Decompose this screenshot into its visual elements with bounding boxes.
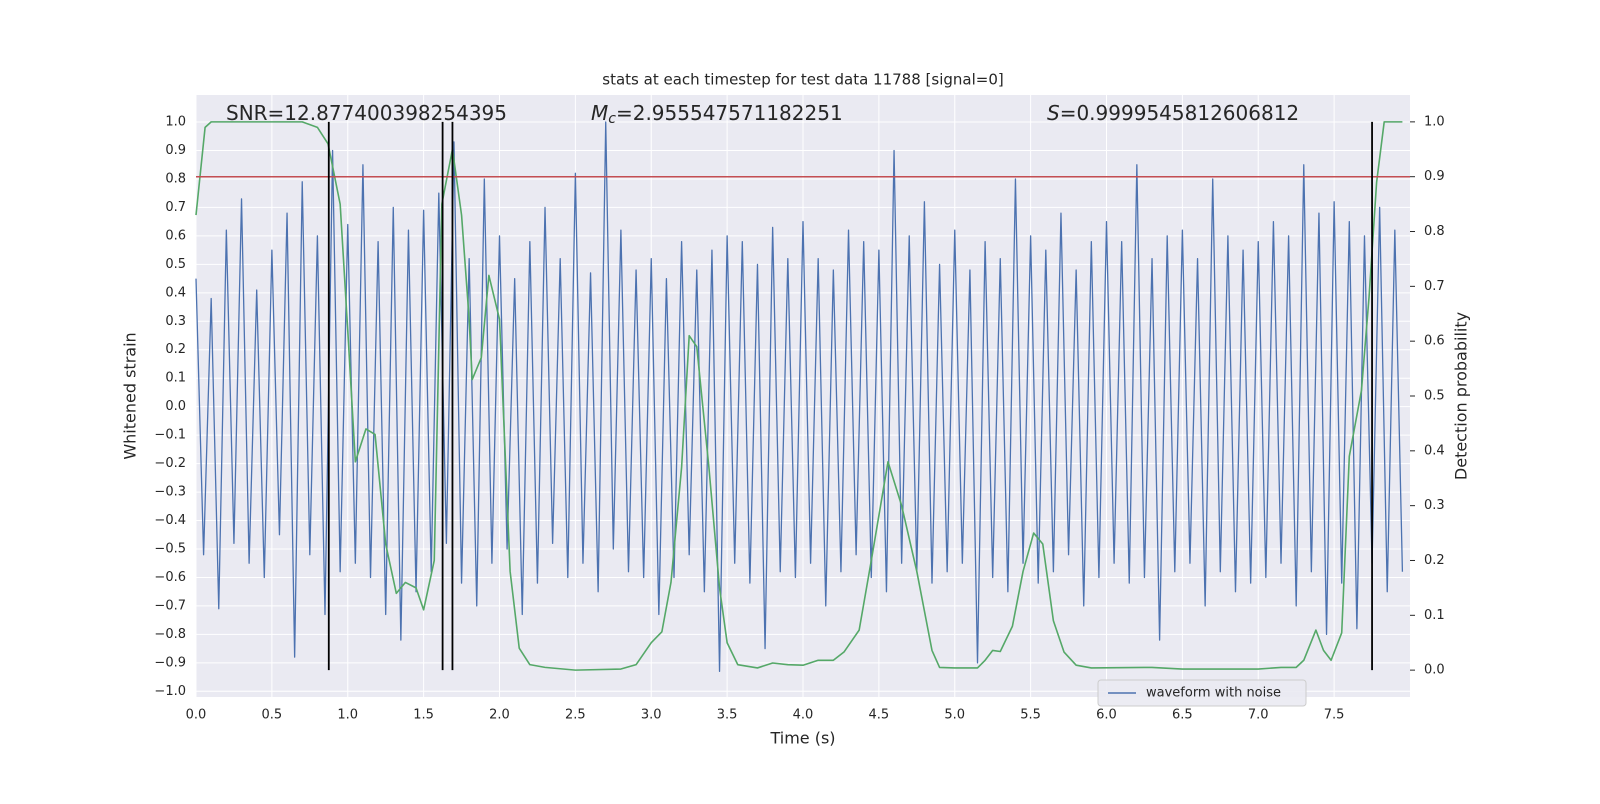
x-tick-label: 0.5 — [262, 708, 283, 723]
y2-tick-label: 0.0 — [1424, 663, 1445, 678]
data-line — [195, 121, 1404, 673]
x-tick-label: 2.0 — [489, 708, 510, 723]
chart-title: stats at each timestep for test data 117… — [602, 71, 1003, 89]
x-tick-label: 0.0 — [186, 708, 207, 723]
plot-area — [195, 121, 1410, 673]
legend-label: waveform with noise — [1146, 686, 1281, 701]
x-tick-label: 3.0 — [641, 708, 662, 723]
x-tick-label: 6.0 — [1096, 708, 1117, 723]
annotation-text: =2.955547571182251 — [616, 101, 843, 125]
y-tick-label: 0.7 — [165, 200, 186, 215]
y-tick-label: −0.1 — [154, 428, 186, 443]
y-tick-label: −0.3 — [154, 485, 186, 500]
y-tick-label: −0.6 — [154, 570, 186, 585]
x-tick-label: 5.0 — [944, 708, 965, 723]
y-tick-label: −0.7 — [154, 598, 186, 613]
x-tick-label: 5.5 — [1020, 708, 1041, 723]
x-tick-label: 7.0 — [1248, 708, 1269, 723]
y2-tick-label: 1.0 — [1424, 114, 1445, 129]
labels: 0.0 0.5 1.0 1.5 2.0 2.5 3.0 3.5 4.0 4.5 5.0 5.5 6.0 6… — [154, 101, 1444, 723]
y2-axis-label: Detection probability — [1452, 312, 1471, 480]
x-tick-label: 2.5 — [565, 708, 586, 723]
x-tick-label: 4.5 — [869, 708, 890, 723]
y-tick-label: −1.0 — [154, 684, 186, 699]
annotation: S=0.9999545812606812 — [1047, 101, 1299, 125]
y-tick-label: 0.6 — [165, 228, 186, 243]
y-axis-label: Whitened strain — [121, 332, 140, 459]
y-tick-label: 0.1 — [165, 371, 186, 386]
x-tick-label: 4.0 — [793, 708, 814, 723]
y2-tick-label: 0.6 — [1424, 334, 1445, 349]
y-tick-label: 0.5 — [165, 257, 186, 272]
annotation: Mc=2.955547571182251 — [591, 101, 843, 128]
y-tick-label: 0.2 — [165, 342, 186, 357]
y-tick-label: −0.9 — [154, 655, 186, 670]
y2-tick-label: 0.9 — [1424, 169, 1445, 184]
x-tick-label: 1.0 — [337, 708, 358, 723]
x-tick-label: 6.5 — [1172, 708, 1193, 723]
y2-tick-label: 0.3 — [1424, 498, 1445, 513]
legend-box — [1097, 679, 1307, 707]
x-axis-label: Time (s) — [769, 729, 835, 748]
x-tick-label: 1.5 — [413, 708, 434, 723]
y-tick-label: −0.4 — [154, 513, 186, 528]
y-tick-label: 0.9 — [165, 143, 186, 158]
y-tick-label: −0.8 — [154, 627, 186, 642]
y-tick-label: 0.3 — [165, 314, 186, 329]
y2-tick-label: 0.8 — [1424, 224, 1445, 239]
annotation-subscript: c — [608, 111, 616, 127]
annotation-symbol: M — [591, 101, 608, 125]
y2-tick-label: 0.2 — [1424, 553, 1445, 568]
y-tick-label: 0.8 — [165, 171, 186, 186]
y2-tick-label: 0.1 — [1424, 608, 1445, 623]
x-tick-label: 3.5 — [717, 708, 738, 723]
annotation-text: SNR=12.877400398254395 — [226, 101, 507, 125]
y-tick-label: −0.5 — [154, 541, 186, 556]
annotation-symbol: S — [1047, 101, 1060, 125]
x-tick-label: 7.5 — [1324, 708, 1345, 723]
annotation-text: =0.9999545812606812 — [1060, 101, 1299, 125]
y-tick-label: 1.0 — [165, 115, 186, 130]
y2-tick-label: 0.5 — [1424, 389, 1445, 404]
data-line — [195, 121, 1403, 671]
y2-tick-label: 0.7 — [1424, 279, 1445, 294]
annotation: SNR=12.877400398254395 — [226, 101, 507, 125]
y2-tick-label: 0.4 — [1424, 443, 1445, 458]
y-tick-label: −0.2 — [154, 456, 186, 471]
y-tick-label: 0.4 — [165, 285, 186, 300]
y-tick-label: 0.0 — [165, 399, 186, 414]
